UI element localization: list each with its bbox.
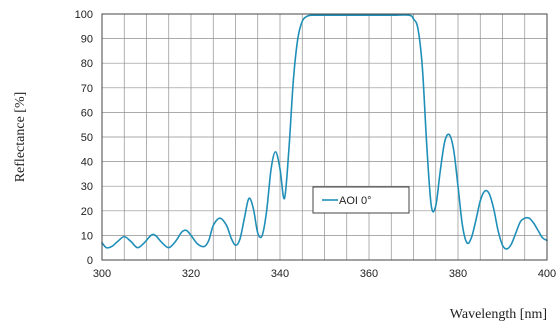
y-tick-label: 100 [75,9,93,21]
series-layer [101,14,548,250]
y-tick-label: 20 [81,206,93,218]
x-tick-label: 340 [271,268,289,280]
plot-frame [101,13,548,261]
y-axis-label: Reflectance [%] [13,92,28,183]
x-tick-label: 400 [538,268,556,280]
legend: AOI 0° [312,186,410,214]
y-tick-label: 30 [81,181,93,193]
y-tick-label: 70 [81,83,93,95]
y-tick-label: 80 [81,58,93,70]
x-tick-label: 360 [360,268,378,280]
x-tick-label: 320 [182,268,200,280]
y-tick-label: 90 [81,34,93,46]
x-tick-label: 300 [93,268,111,280]
y-tick-label: 0 [87,255,93,267]
x-tick-label: 380 [449,268,467,280]
grid [101,13,548,261]
x-axis-label: Wavelength [nm] [450,307,547,322]
y-tick-label: 60 [81,107,93,119]
y-tick-label: 10 [81,230,93,242]
tick-labels: 0 10 20 30 40 50 60 70 80 90 100 300 320 340 360 380 400 [75,9,557,280]
y-tick-label: 50 [81,132,93,144]
series-line-aoi-0 [101,14,548,250]
legend-entry-aoi-0: AOI 0° [339,195,372,207]
y-tick-label: 40 [81,157,93,169]
